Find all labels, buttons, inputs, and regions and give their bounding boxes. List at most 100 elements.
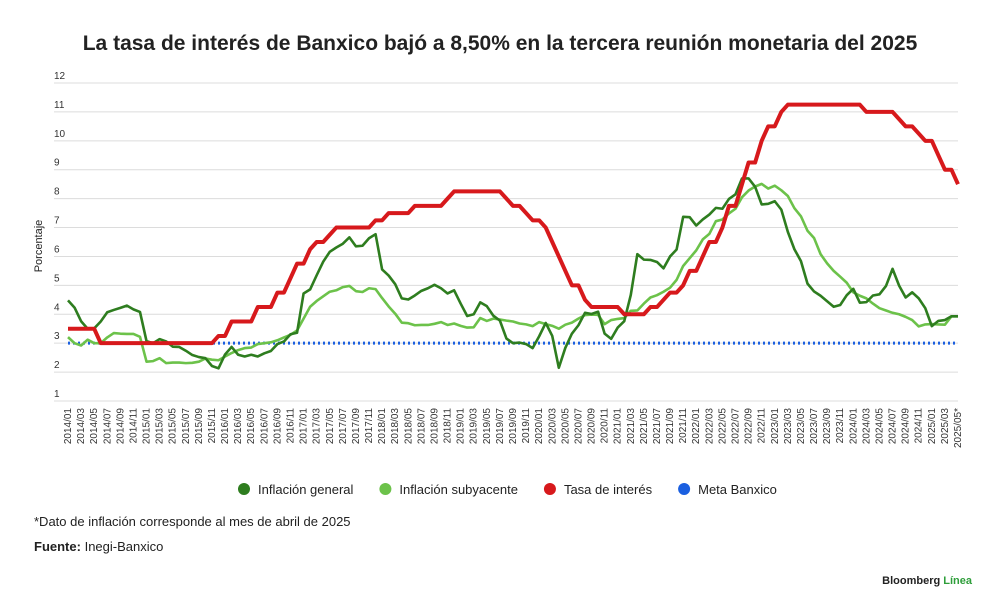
x-tick-label: 2016/01 [220, 408, 231, 445]
chart-title: La tasa de interés de Banxico bajó a 8,5… [83, 32, 918, 55]
x-tick-label: 2023/11 [835, 408, 846, 444]
legend-marker [379, 483, 392, 495]
x-tick-label: 2024/09 [901, 408, 912, 445]
x-tick-label: 2025/03 [940, 408, 951, 445]
legend-marker [238, 483, 250, 495]
y-tick-label: 10 [54, 129, 66, 140]
legend-marker [543, 483, 556, 495]
y-tick-label: 1 [54, 389, 60, 400]
x-tick-label: 2022/01 [691, 408, 702, 445]
x-tick-label: 2024/01 [848, 408, 859, 445]
series-line [67, 182, 958, 365]
x-tick-label: 2015/11 [207, 408, 218, 444]
series-line [67, 177, 958, 370]
series-line [68, 102, 960, 346]
legend-marker [678, 483, 691, 495]
x-tick-label: 2019/05 [482, 408, 493, 445]
x-tick-label: 2022/11 [757, 408, 768, 444]
y-tick-label: 8 [54, 187, 60, 198]
x-tick-label: 2022/07 [731, 408, 742, 445]
x-tick-label: 2018/11 [443, 408, 454, 444]
x-tick-label: 2014/05 [89, 408, 100, 445]
x-tick-label: 2018/03 [390, 408, 401, 445]
x-tick-label: 2019/07 [495, 408, 506, 445]
y-axis-label: Porcentaje [33, 220, 45, 273]
x-tick-label: 2015/05 [168, 408, 179, 445]
legend-label: Tasa de interés [564, 482, 653, 497]
x-tick-label: 2020/07 [573, 408, 584, 445]
x-tick-label: 2016/09 [272, 408, 283, 445]
brand-accent: Línea [943, 575, 973, 587]
x-tick-label: 2016/03 [233, 408, 244, 445]
x-tick-label: 2025/05* [953, 408, 964, 448]
x-tick-label: 2021/09 [665, 408, 676, 445]
x-tick-label: 2017/03 [312, 408, 323, 445]
legend-label: Inflación subyacente [399, 482, 518, 497]
x-tick-label: 2014/11 [128, 408, 139, 444]
source-text: Fuente: Inegi-Banxico [34, 539, 163, 554]
x-tick-label: 2017/05 [325, 408, 336, 445]
x-tick-label: 2014/09 [115, 408, 126, 445]
footnote: *Dato de inflación corresponde al mes de… [34, 514, 351, 529]
x-tick-label: 2020/03 [547, 408, 558, 445]
x-tick-label: 2021/11 [678, 408, 689, 444]
x-tick-label: 2022/05 [717, 408, 728, 445]
x-tick-label: 2016/07 [259, 408, 270, 445]
x-tick-label: 2019/01 [456, 408, 467, 445]
brand-logo: Bloomberg Línea [882, 575, 973, 587]
x-tick-label: 2025/01 [927, 408, 938, 445]
source-label: Fuente: [34, 539, 81, 554]
legend-label: Inflación general [258, 482, 354, 497]
x-tick-label: 2015/07 [181, 408, 192, 445]
x-tick-label: 2021/05 [639, 408, 650, 445]
x-tick-label: 2018/07 [416, 408, 427, 445]
y-tick-label: 9 [54, 158, 60, 169]
y-tick-label: 3 [54, 331, 60, 342]
source: Inegi-Banxico [85, 539, 164, 554]
x-tick-label: 2014/01 [63, 408, 74, 445]
x-tick-label: 2017/11 [364, 408, 375, 444]
x-tick-label: 2014/03 [76, 408, 87, 445]
x-tick-label: 2020/05 [560, 408, 571, 445]
x-tick-label: 2015/01 [142, 408, 153, 445]
x-tick-label: 2019/03 [469, 408, 480, 445]
y-tick-label: 4 [54, 302, 60, 313]
x-tick-label: 2014/07 [102, 408, 113, 445]
x-tick-label: 2024/07 [888, 408, 899, 445]
x-tick-label: 2017/07 [338, 408, 349, 445]
legend: Inflación general Inflación subyacente Tas… [238, 482, 777, 497]
y-tick-label: 6 [54, 244, 60, 255]
x-tick-label: 2020/01 [534, 408, 545, 445]
x-tick-label: 2019/11 [521, 408, 532, 444]
x-tick-label: 2020/09 [587, 408, 598, 445]
x-tick-label: 2022/09 [744, 408, 755, 445]
x-tick-label: 2023/01 [770, 408, 781, 445]
x-tick-label: 2023/09 [822, 408, 833, 445]
x-tick-label: 2024/03 [861, 408, 872, 445]
x-tick-label: 2017/09 [351, 408, 362, 445]
x-tick-label: 2023/03 [783, 408, 794, 445]
y-tick-label: 12 [54, 71, 66, 82]
x-tick-label: 2023/07 [809, 408, 820, 445]
x-tick-label: 2015/09 [194, 408, 205, 445]
x-tick-label: 2022/03 [704, 408, 715, 445]
y-tick-label: 5 [54, 273, 60, 284]
brand: Bloomberg [882, 575, 940, 587]
x-tick-label: 2021/07 [652, 408, 663, 445]
x-tick-label: 2016/05 [246, 408, 257, 445]
x-tick-label: 2021/01 [613, 408, 624, 445]
x-tick-label: 2023/05 [796, 408, 807, 445]
x-tick-label: 2018/05 [403, 408, 414, 445]
legend-label: Meta Banxico [698, 482, 777, 497]
y-tick-label: 7 [54, 216, 60, 227]
x-tick-label: 2015/03 [155, 408, 166, 445]
x-tick-label: 2018/01 [377, 408, 388, 445]
x-tick-label: 2016/11 [286, 408, 297, 444]
y-tick-label: 2 [54, 360, 60, 371]
x-tick-label: 2019/09 [508, 408, 519, 445]
x-tick-label: 2024/05 [874, 408, 885, 445]
x-tick-label: 2018/09 [429, 408, 440, 445]
x-tick-label: 2021/03 [626, 408, 637, 445]
